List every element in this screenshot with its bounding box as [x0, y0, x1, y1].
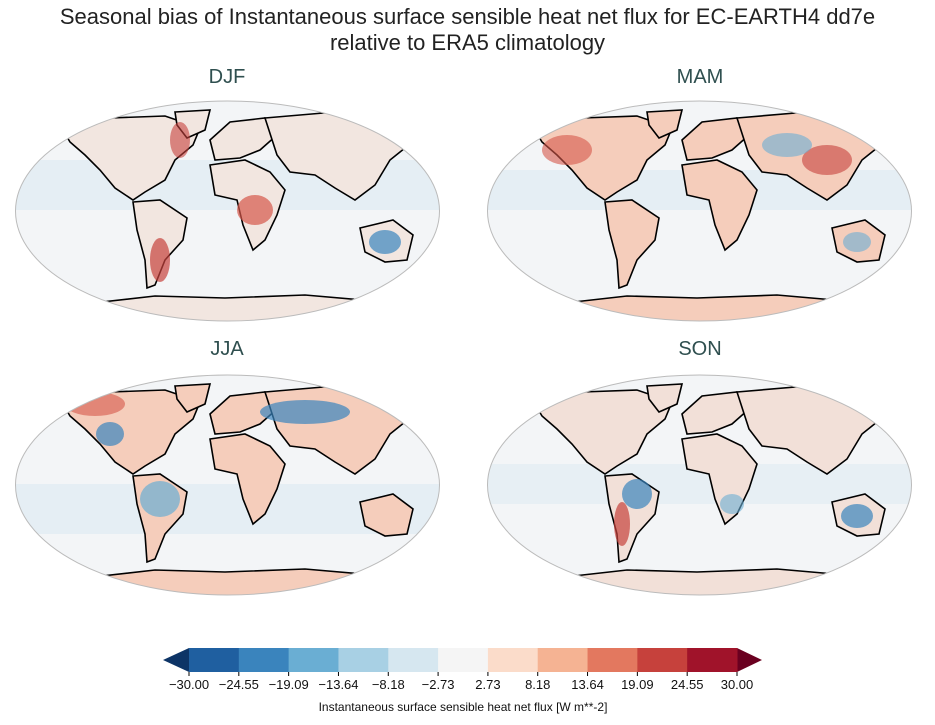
colorbar-under-arrow — [163, 648, 189, 672]
panel-title-jja: JJA — [210, 338, 244, 360]
colorbar-tick-label: 13.64 — [571, 677, 604, 692]
colorbar-bin — [687, 648, 738, 672]
map-panel-mam — [487, 100, 912, 322]
title-line-1: Seasonal bias of Instantaneous surface s… — [59, 4, 876, 29]
colorbar-tick-label: 24.55 — [671, 677, 704, 692]
panel-title-mam: MAM — [676, 66, 724, 88]
figure-title: Seasonal bias of Instantaneous surface s… — [0, 4, 935, 56]
colorbar-over-arrow — [737, 648, 762, 672]
colorbar-bin — [637, 648, 688, 672]
colorbar-tick-label: −13.64 — [318, 677, 358, 692]
colorbar-tick-label: −2.73 — [422, 677, 455, 692]
colorbar-bin — [438, 648, 489, 672]
colorbar-tick-label: −19.09 — [269, 677, 309, 692]
colorbar-bin — [189, 648, 240, 672]
panel-title-djf: DJF — [208, 66, 246, 88]
colorbar-tick-label: 2.73 — [475, 677, 500, 692]
colorbar-bin — [288, 648, 339, 672]
colorbar-tick-label: 8.18 — [525, 677, 550, 692]
colorbar-bin — [338, 648, 389, 672]
colorbar-tick-label: −8.18 — [372, 677, 405, 692]
colorbar-tick-label: 30.00 — [721, 677, 754, 692]
map-panel-jja — [15, 374, 440, 596]
colorbar-bin — [238, 648, 290, 672]
colorbar-bin — [537, 648, 589, 672]
colorbar-bin — [587, 648, 638, 672]
panel-title-son: SON — [678, 338, 722, 360]
colorbar-tick-label: 19.09 — [621, 677, 654, 692]
map-panel-djf — [15, 100, 440, 322]
colorbar: −30.00 −24.55 −19.09 −13.64 −8.18 −2.73 2.73 8.… — [163, 648, 762, 692]
colorbar-bin — [487, 648, 539, 672]
colorbar-bin — [388, 648, 439, 672]
map-panel-son — [487, 374, 912, 596]
colorbar-tick-label: −24.55 — [219, 677, 259, 692]
colorbar-tick-label: −30.00 — [169, 677, 209, 692]
colorbar-label: Instantaneous surface sensible heat net … — [319, 700, 608, 714]
title-line-2: relative to ERA5 climatology — [329, 30, 606, 55]
